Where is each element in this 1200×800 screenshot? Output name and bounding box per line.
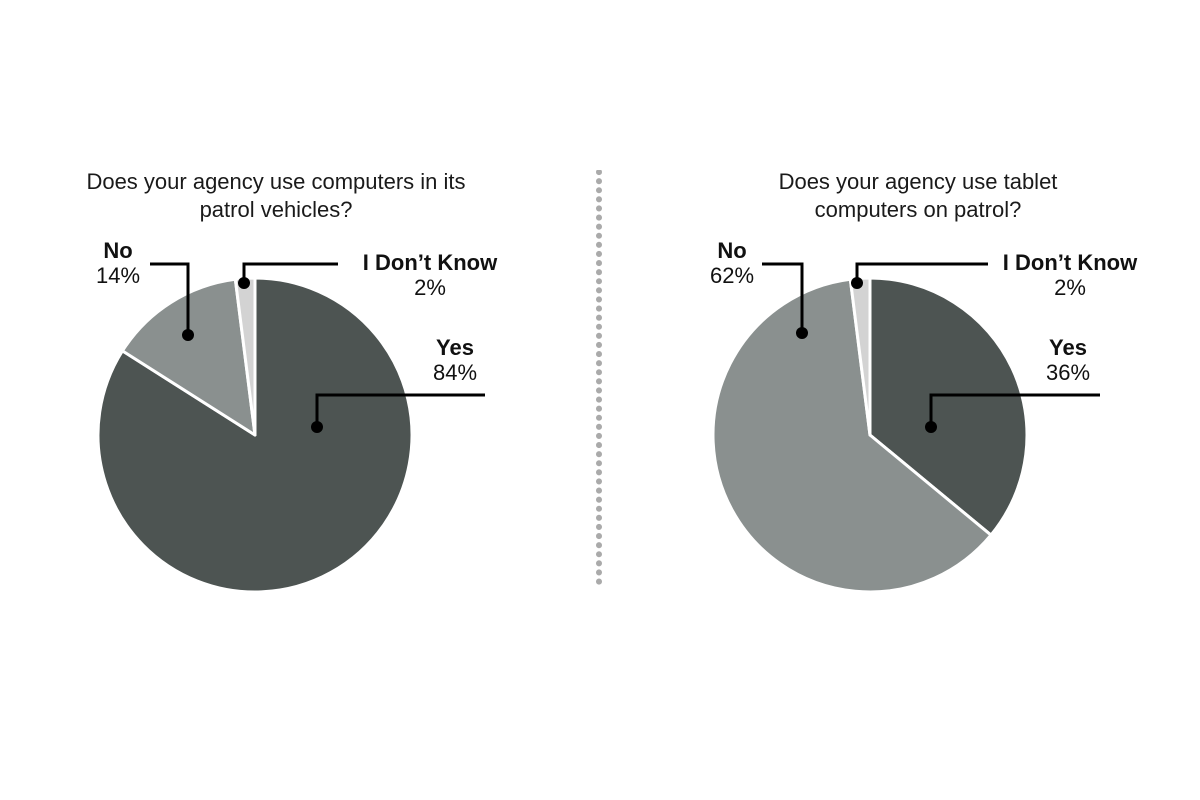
slice-label-yes-name: Yes bbox=[1049, 335, 1087, 360]
slice-label-dont-know-name: I Don’t Know bbox=[362, 250, 498, 275]
callout-dot-yes bbox=[925, 421, 937, 433]
slice-label-no-value: 62% bbox=[709, 263, 755, 288]
slice-label-no-name: No bbox=[103, 238, 133, 263]
chart-title-line-1: Does your agency use tablet bbox=[778, 169, 1058, 194]
slice-label-yes: Yes 84% bbox=[420, 335, 490, 385]
slice-label-dont-know-value: 2% bbox=[414, 275, 446, 300]
slice-label-yes-value: 84% bbox=[432, 360, 478, 385]
pie-chart bbox=[96, 262, 485, 594]
chart-panel-tablets: Does your agency use tablet computers on… bbox=[600, 0, 1200, 800]
chart-title-line-2: patrol vehicles? bbox=[199, 197, 353, 222]
callout-line-yes bbox=[929, 393, 1100, 427]
slice-label-no-name: No bbox=[717, 238, 747, 263]
callout-dot-no bbox=[796, 327, 808, 339]
pie-slice-no bbox=[120, 277, 257, 437]
slice-label-dont-know: I Don’t Know 2% bbox=[985, 250, 1155, 300]
pie-slice-yes bbox=[868, 276, 1029, 537]
slice-label-dont-know-value: 2% bbox=[1054, 275, 1086, 300]
slice-label-yes-value: 36% bbox=[1045, 360, 1091, 385]
chart-title-line-2: computers on patrol? bbox=[814, 197, 1022, 222]
pie-slice-no bbox=[711, 277, 993, 594]
callout-dot-dont-know bbox=[851, 277, 863, 289]
slice-label-no: No 62% bbox=[702, 238, 762, 288]
slice-label-dont-know: I Don’t Know 2% bbox=[345, 250, 515, 300]
callout-line-yes bbox=[315, 393, 485, 427]
callout-line-dont-know bbox=[242, 262, 338, 283]
callout-dot-no bbox=[182, 329, 194, 341]
slice-label-yes: Yes 36% bbox=[1033, 335, 1103, 385]
slice-label-yes-name: Yes bbox=[436, 335, 474, 360]
callout-dot-yes bbox=[311, 421, 323, 433]
slice-label-no-value: 14% bbox=[95, 263, 141, 288]
chart-panel-vehicles: Does your agency use computers in its pa… bbox=[0, 168, 576, 594]
callout-line-dont-know bbox=[855, 262, 988, 283]
slice-label-dont-know-name: I Don’t Know bbox=[1002, 250, 1138, 275]
chart-title: Does your agency use tablet computers on… bbox=[618, 168, 1200, 224]
callout-line-no bbox=[762, 262, 804, 333]
chart-title-line-1: Does your agency use computers in its bbox=[86, 169, 466, 194]
chart-title: Does your agency use computers in its pa… bbox=[0, 168, 576, 224]
callout-line-no bbox=[150, 262, 190, 335]
slice-label-no: No 14% bbox=[88, 238, 148, 288]
pie-chart bbox=[711, 262, 1100, 594]
callout-dot-dont-know bbox=[238, 277, 250, 289]
